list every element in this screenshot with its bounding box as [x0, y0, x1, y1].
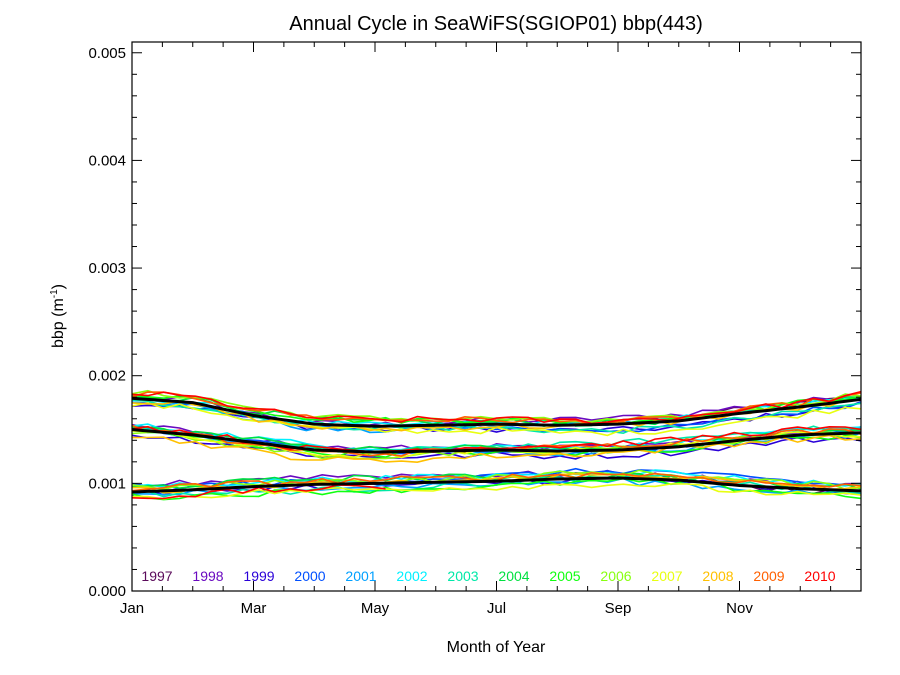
year-trace-upper-2009 — [131, 391, 862, 426]
y-axis-ticks — [132, 52, 861, 592]
legend-year-2004: 2004 — [498, 568, 529, 584]
legend-year-2000: 2000 — [294, 568, 325, 584]
x-axis-tick-labels: Jan Mar May Jul Sep Nov — [120, 600, 753, 617]
legend-year-2009: 2009 — [753, 568, 784, 584]
legend-year-2003: 2003 — [447, 568, 478, 584]
legend-year-2002: 2002 — [396, 568, 427, 584]
y-tick-label: 0.005 — [88, 45, 126, 62]
legend-year-2008: 2008 — [702, 568, 733, 584]
plot-frame — [131, 41, 862, 592]
year-trace-middle-2008 — [131, 434, 862, 464]
year-trace-lower-2002 — [131, 469, 862, 488]
y-axis-label: bbp (m-1) — [49, 284, 67, 348]
x-tick-label: Nov — [726, 600, 753, 617]
year-legend: 1997 1998 1999 2000 2001 2002 2003 2004 2005 2006… — [141, 568, 835, 584]
mean-curve-upper — [131, 396, 862, 428]
x-axis-label: Month of Year — [447, 639, 546, 656]
legend-year-2010: 2010 — [804, 568, 835, 584]
legend-year-2006: 2006 — [600, 568, 631, 584]
x-tick-label: Sep — [605, 600, 632, 617]
mean-curve-lower — [131, 476, 862, 494]
y-tick-label: 0.002 — [88, 368, 126, 385]
x-tick-label: Jan — [120, 600, 144, 617]
year-trace-middle-2005 — [131, 428, 862, 458]
year-trace-upper-2010 — [131, 390, 862, 425]
mean-curve-middle — [131, 428, 862, 454]
legend-year-2007: 2007 — [651, 568, 682, 584]
chart-title: Annual Cycle in SeaWiFS(SGIOP01) bbp(443… — [289, 13, 703, 35]
legend-year-1998: 1998 — [192, 568, 223, 584]
legend-year-1997: 1997 — [141, 568, 172, 584]
legend-year-2005: 2005 — [549, 568, 580, 584]
legend-year-2001: 2001 — [345, 568, 376, 584]
x-tick-label: May — [361, 600, 390, 617]
x-tick-label: Mar — [241, 600, 267, 617]
year-trace-lower-2007 — [131, 483, 862, 500]
x-axis-ticks — [131, 42, 862, 591]
plot-lines — [131, 389, 862, 501]
y-tick-label: 0.004 — [88, 152, 126, 169]
x-tick-label: Jul — [487, 600, 506, 617]
y-tick-label: 0.003 — [88, 260, 126, 277]
legend-year-1999: 1999 — [243, 568, 274, 584]
year-trace-lower-2006 — [131, 469, 862, 491]
y-tick-label: 0.000 — [88, 583, 126, 600]
y-axis-tick-labels: 0.000 0.001 0.002 0.003 0.004 0.005 — [88, 45, 126, 600]
y-tick-label: 0.001 — [88, 475, 126, 492]
